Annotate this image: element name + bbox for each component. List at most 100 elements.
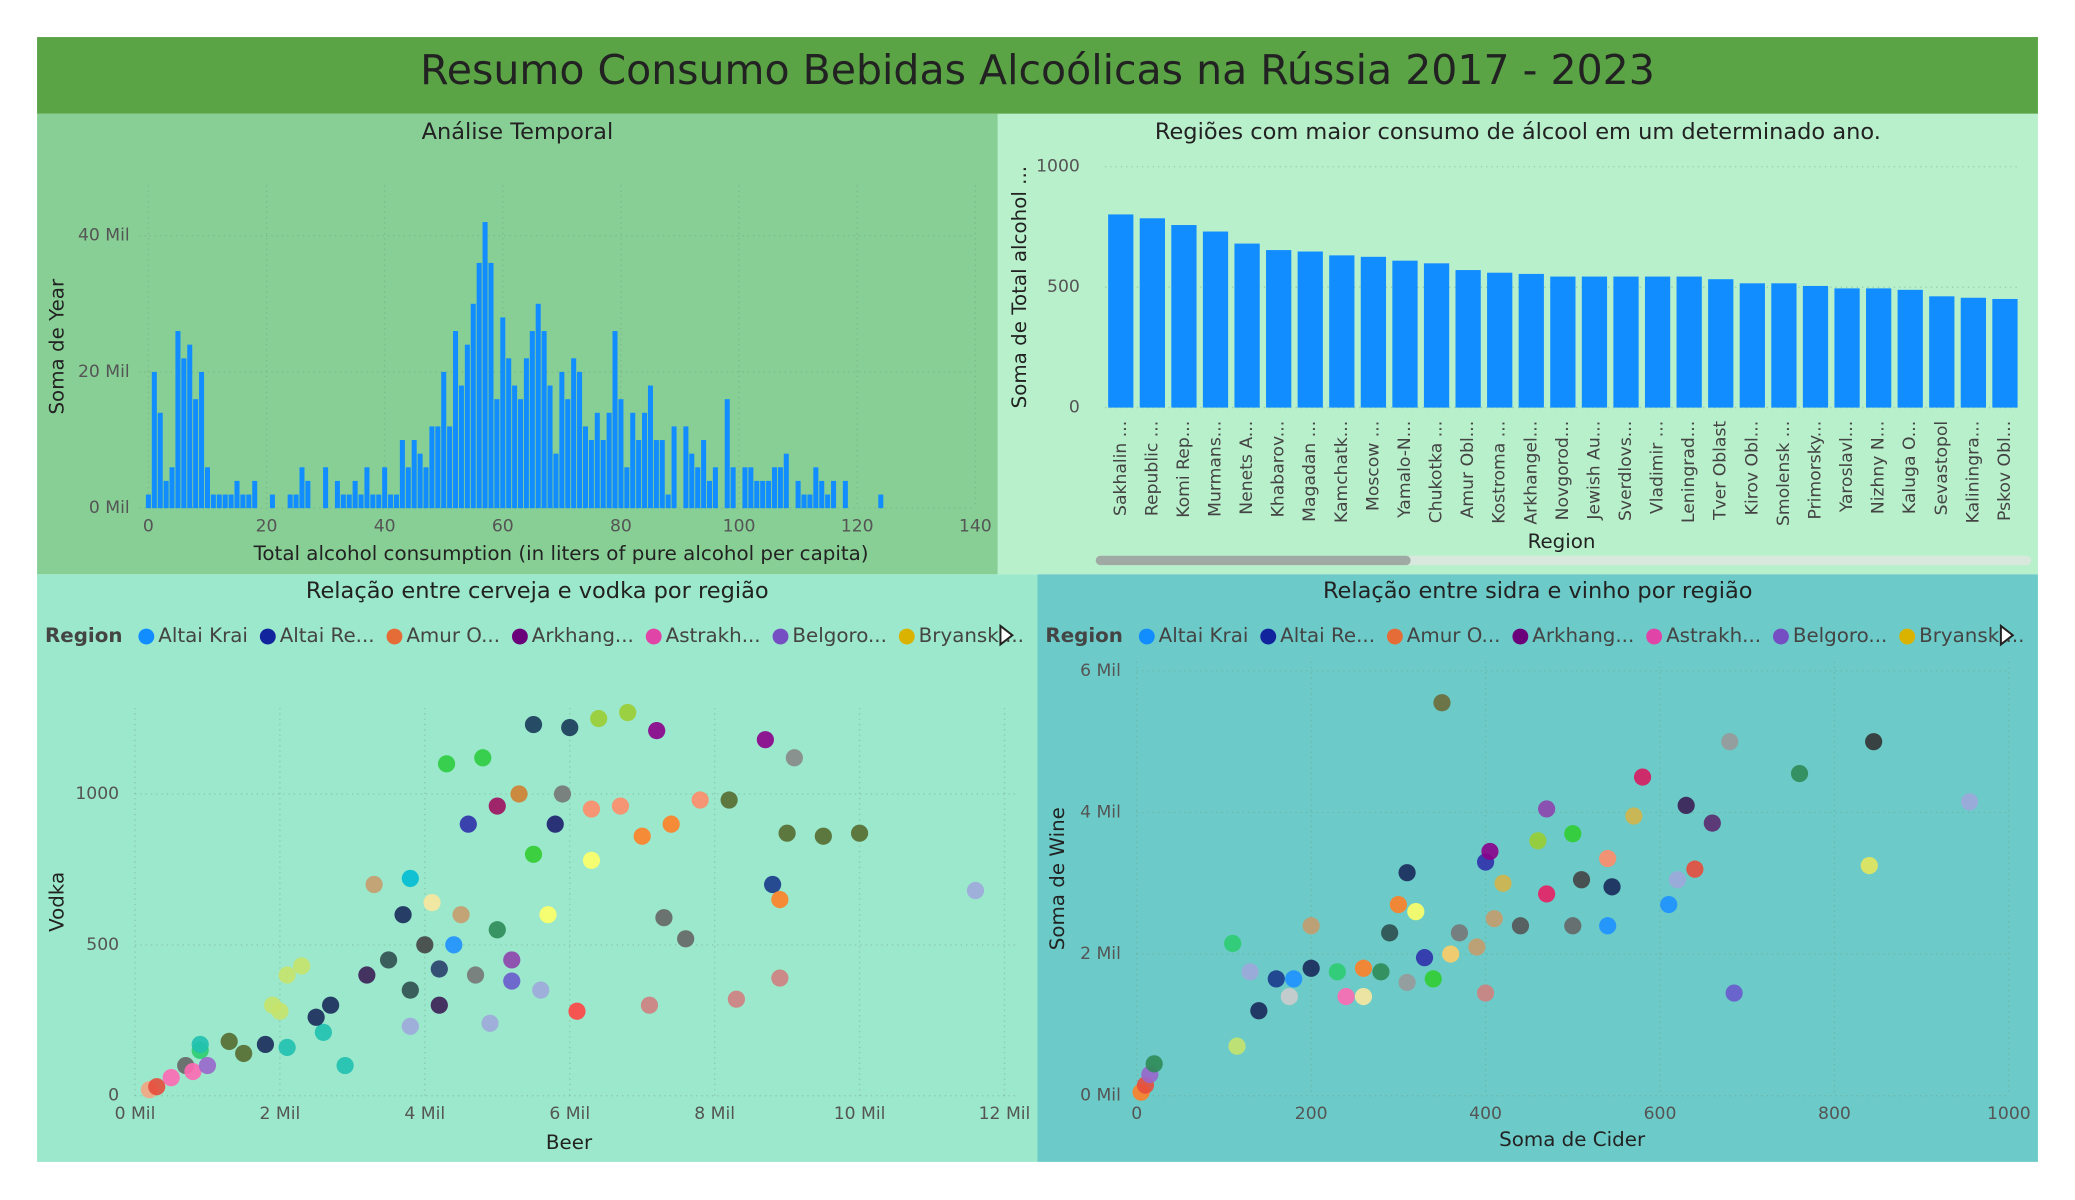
bar — [1108, 214, 1134, 408]
bar — [535, 303, 541, 509]
y-tick-label: 0 — [1069, 398, 1080, 418]
x-tick-label: 600 — [1644, 1104, 1677, 1124]
x-tick-label: Leningrad... — [1679, 421, 1699, 523]
point — [1476, 984, 1495, 1002]
point — [582, 851, 601, 869]
bar — [193, 399, 199, 509]
bar — [370, 494, 376, 509]
bar — [1708, 279, 1734, 408]
bar — [364, 467, 370, 509]
point — [691, 791, 709, 809]
bar — [647, 385, 653, 509]
bar — [494, 399, 500, 509]
x-tick-label: Novgorod... — [1553, 421, 1573, 520]
bar — [346, 494, 352, 509]
bar — [1139, 218, 1165, 408]
point — [1686, 860, 1704, 878]
x-tick-label: Kirov Obl... — [1742, 421, 1762, 516]
bar — [689, 453, 695, 509]
legend-next-arrow[interactable] — [1999, 623, 2015, 647]
point — [1224, 934, 1242, 953]
chart-title: Regiões com maior consumo de álcool em u… — [1155, 119, 1881, 145]
bar — [630, 412, 636, 509]
x-tick-label: Nenets A... — [1237, 421, 1257, 515]
panel — [997, 113, 2038, 575]
x-tick-label: 100 — [723, 517, 756, 537]
bar — [429, 426, 435, 509]
x-tick-label: Chukotka ... — [1427, 421, 1447, 523]
x-tick-label: 400 — [1469, 1104, 1502, 1124]
point — [532, 981, 550, 999]
point — [1302, 959, 1320, 977]
bar — [228, 494, 234, 509]
bar — [671, 426, 677, 509]
legend-title: Region — [45, 624, 123, 647]
point — [1228, 1037, 1246, 1055]
bar — [246, 494, 252, 509]
x-tick-label: 6 Mil — [549, 1104, 590, 1124]
bar — [1581, 276, 1608, 408]
bar — [553, 453, 559, 509]
x-tick-label: Vladimir ... — [1648, 421, 1668, 514]
point — [778, 824, 796, 842]
bar — [701, 440, 707, 509]
y-tick-label: 1000 — [75, 784, 119, 804]
bar — [541, 331, 547, 509]
bar — [842, 480, 848, 509]
scrollbar-thumb[interactable] — [1095, 555, 1411, 566]
bar — [1329, 255, 1355, 408]
point — [582, 800, 601, 818]
point — [1790, 764, 1809, 783]
point — [191, 1035, 209, 1054]
x-tick-label: Kaluga O... — [1900, 421, 1920, 514]
bar — [529, 331, 535, 509]
point — [1468, 938, 1486, 956]
panel — [1037, 574, 2038, 1162]
legend-label: Bryansk ... — [919, 624, 1024, 647]
x-tick-label: 120 — [841, 517, 874, 537]
legend-title: Region — [1045, 624, 1123, 647]
x-tick-label: 140 — [959, 517, 992, 537]
legend-label: Astrakh... — [666, 624, 761, 647]
point — [785, 749, 803, 767]
bar — [665, 494, 671, 509]
bar — [323, 467, 329, 509]
bar — [488, 262, 494, 509]
point — [568, 1002, 586, 1020]
x-tick-label: Primorsky... — [1805, 421, 1825, 520]
point — [314, 1023, 332, 1041]
point — [1677, 796, 1695, 815]
x-tick-label: Sakhalin ... — [1111, 421, 1131, 516]
point — [474, 749, 492, 767]
point — [256, 1035, 275, 1054]
bar — [1613, 276, 1639, 408]
bar — [659, 440, 665, 509]
bar — [145, 494, 151, 509]
point — [430, 960, 448, 978]
bar — [222, 494, 228, 509]
point — [235, 1044, 253, 1063]
point — [220, 1032, 238, 1051]
bar — [612, 331, 618, 509]
bar — [807, 494, 813, 509]
legend-marker — [1386, 628, 1403, 645]
point — [488, 921, 506, 939]
bar — [269, 494, 275, 509]
point — [648, 722, 666, 740]
bar — [1487, 272, 1513, 408]
legend-marker — [386, 628, 403, 645]
point — [1860, 856, 1878, 875]
y-tick-label: 0 — [108, 1086, 119, 1106]
point — [1280, 987, 1298, 1006]
point — [271, 1002, 289, 1020]
x-tick-label: Sverdlovs... — [1616, 421, 1636, 521]
x-tick-label: 200 — [1295, 1104, 1328, 1124]
x-tick-label: 0 — [143, 517, 154, 537]
point — [1511, 917, 1530, 935]
point — [401, 869, 419, 888]
point — [1337, 987, 1355, 1006]
point — [510, 785, 528, 803]
chart-title: Relação entre sidra e vinho por região — [1323, 578, 1753, 604]
legend-next-arrow[interactable] — [999, 623, 1014, 647]
